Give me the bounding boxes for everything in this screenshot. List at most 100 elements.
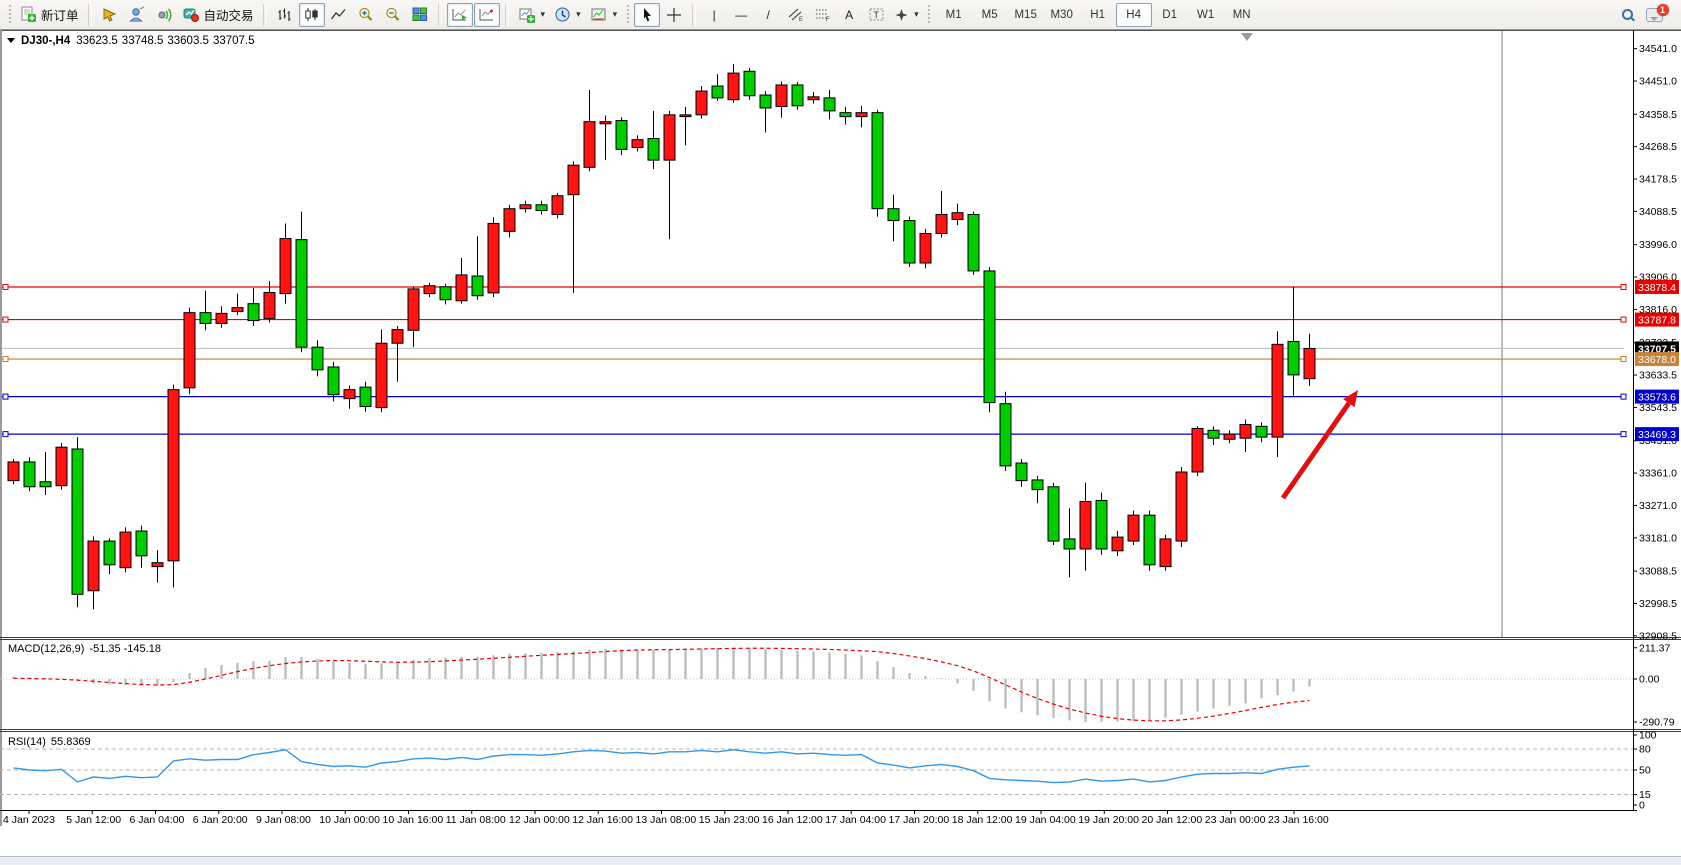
cursor-tool-button[interactable] (634, 2, 661, 27)
hline-handle[interactable] (1620, 356, 1627, 363)
signal-button[interactable] (151, 3, 177, 27)
tile-windows-button[interactable] (407, 3, 433, 27)
symbol-menu-icon[interactable] (7, 38, 15, 47)
vline-icon: | (712, 7, 716, 22)
label-tool[interactable]: T (863, 3, 889, 27)
toolbar-grip[interactable] (926, 4, 932, 25)
toolbar-grip[interactable] (7, 4, 12, 25)
zoom-out-button[interactable] (380, 3, 406, 27)
candle-body (1191, 427, 1204, 473)
tab-timeframe-MN[interactable]: MN (1232, 8, 1251, 21)
hline-handle[interactable] (2, 431, 9, 438)
candle-body (887, 208, 900, 222)
time-tick-label: 17 Jan 20:00 (889, 814, 950, 826)
new-order-label: 新订单 (41, 9, 79, 23)
auto-scroll-icon (452, 8, 467, 20)
time-tick-label: 23 Jan 16:00 (1268, 814, 1329, 826)
chart-canvas[interactable]: 34541.0 34451.0 34358.5 34268.5 34178.5 34088… (0, 30, 1681, 834)
toolbar-separator (692, 3, 697, 26)
crosshair-tool-button[interactable] (661, 3, 687, 27)
chevron-down-icon: ▾ (612, 9, 618, 19)
notifications-button[interactable]: 1 (1641, 3, 1669, 27)
templates-dropdown[interactable]: ▾ (586, 3, 622, 27)
candle-body (519, 204, 532, 210)
fibonacci-tool[interactable]: F (809, 3, 835, 27)
cursor-icon (643, 7, 651, 21)
time-tick-label: 15 Jan 23:00 (699, 814, 760, 826)
candle-body (343, 389, 356, 400)
chart-shift-marker[interactable] (1241, 33, 1253, 41)
toolbar-grip[interactable] (625, 4, 631, 25)
new-order-button[interactable]: 新订单 (16, 3, 83, 27)
chart-window[interactable]: 34541.0 34451.0 34358.5 34268.5 34178.5 34088… (0, 30, 1681, 865)
hline-handle[interactable] (1620, 316, 1627, 323)
tab-timeframe-W1[interactable]: W1 (1197, 8, 1215, 21)
hline-handle[interactable] (2, 316, 9, 323)
vertical-line-tool[interactable]: | (701, 3, 727, 27)
candle-body (727, 72, 740, 101)
hline-handle[interactable] (1620, 431, 1627, 438)
horizontal-line-tool[interactable]: — (728, 3, 754, 27)
price-badge-label: 33678.0 (1638, 354, 1676, 366)
time-tick-label: 9 Jan 08:00 (256, 814, 311, 826)
rsi-line (13, 748, 1310, 784)
tab-timeframe-H4[interactable]: H4 (1115, 2, 1152, 27)
auto-trading-button[interactable]: 自动交易 (178, 3, 258, 27)
auto-trading-icon (183, 8, 199, 22)
market-pointer-button[interactable] (97, 3, 123, 27)
tab-timeframe-M15[interactable]: M15 (1014, 8, 1037, 21)
candle-body (263, 292, 276, 319)
candle-body (231, 307, 244, 313)
tab-timeframe-M30[interactable]: M30 (1050, 8, 1073, 21)
horizontal-scrollbar[interactable] (0, 856, 1681, 865)
hline-handle[interactable] (2, 283, 9, 290)
price-badge-label: 33787.8 (1638, 315, 1676, 327)
tile-windows-icon (412, 7, 427, 21)
candle-body (1015, 462, 1028, 482)
channel-tool[interactable]: E (782, 3, 808, 27)
candle-body (871, 112, 884, 210)
tab-timeframe-M5[interactable]: M5 (981, 8, 998, 21)
rsi-indicator-label: RSI(14) 55.8369 (8, 736, 91, 748)
hline-handle[interactable] (1620, 283, 1627, 290)
trend-arrow-object[interactable] (1280, 401, 1351, 500)
trendline-tool[interactable]: / (755, 3, 781, 27)
arrows-tool-dropdown[interactable]: ▾ (890, 3, 923, 27)
periods-dropdown[interactable]: ▾ (550, 3, 585, 27)
tab-timeframe-M1[interactable]: M1 (945, 8, 962, 21)
hline-handle[interactable] (1620, 393, 1627, 400)
tab-timeframe-D1[interactable]: D1 (1162, 8, 1177, 21)
search-button[interactable] (1614, 3, 1640, 27)
trendline-icon: / (766, 7, 770, 22)
candle-body (1031, 479, 1044, 491)
tab-timeframe-H1[interactable]: H1 (1090, 8, 1105, 21)
candle-body (1271, 343, 1284, 438)
candle-body (39, 481, 52, 488)
price-tick-label: 33543.5 (1639, 402, 1677, 414)
candle-body (663, 114, 676, 161)
candle-body (279, 238, 292, 295)
candle-body (135, 530, 148, 557)
candle-body (791, 84, 804, 107)
new-chart-dropdown[interactable]: ▾ (514, 3, 550, 27)
bar-chart-button[interactable] (272, 3, 298, 27)
bar-chart-icon (278, 8, 291, 21)
candle-body (583, 121, 596, 168)
auto-scroll-button[interactable] (446, 2, 473, 27)
hline-handle[interactable] (2, 393, 9, 400)
text-tool[interactable]: A (836, 3, 862, 27)
line-chart-button[interactable] (326, 3, 352, 27)
profile-button[interactable] (124, 3, 150, 27)
candle-body (679, 114, 692, 118)
chart-shift-button[interactable] (473, 2, 500, 27)
candlestick-chart-button[interactable] (298, 2, 325, 27)
arrows-tool-icon (895, 8, 908, 21)
price-tick-label: 33633.5 (1639, 370, 1677, 382)
price-badge (1635, 427, 1679, 442)
candle-body (567, 164, 580, 196)
text-tool-icon: A (845, 7, 854, 22)
zoom-in-button[interactable] (353, 3, 379, 27)
candle-body (935, 213, 948, 235)
candle-body (1143, 514, 1156, 566)
hline-handle[interactable] (2, 356, 9, 363)
